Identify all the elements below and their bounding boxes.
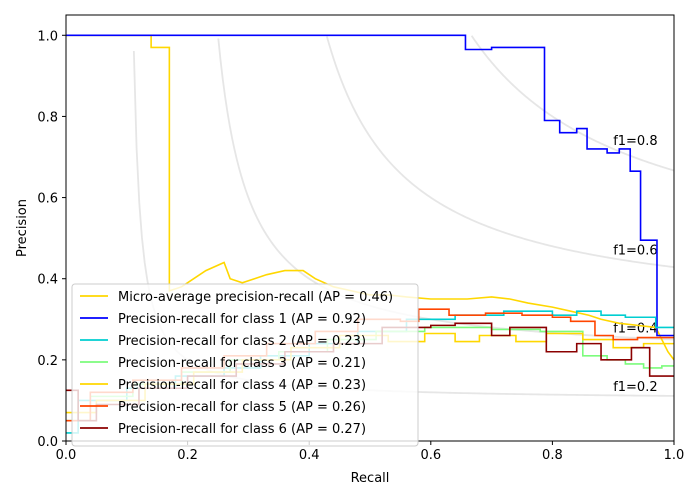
y-tick-label: 0.4 — [37, 273, 58, 288]
iso-f1-label: f1=0.4 — [613, 322, 657, 337]
legend: Micro-average precision-recall (AP = 0.4… — [71, 283, 419, 447]
x-tick-label: 0.8 — [542, 448, 563, 463]
x-tick-label: 0.2 — [177, 448, 198, 463]
legend-entry-label: Precision-recall for class 5 (AP = 0.26) — [118, 400, 366, 415]
x-tick-label: 1.0 — [664, 448, 685, 463]
y-tick-label: 0.6 — [37, 192, 58, 207]
x-tick-label: 0.0 — [56, 448, 77, 463]
x-tick-label: 0.4 — [299, 448, 320, 463]
iso-f1-label: f1=0.6 — [613, 243, 657, 258]
pr-series-line-1 — [66, 34, 674, 337]
iso-f1-label: f1=0.8 — [613, 134, 657, 149]
legend-entry-label: Precision-recall for class 6 (AP = 0.27) — [118, 422, 366, 437]
legend-entry-label: Precision-recall for class 3 (AP = 0.21) — [118, 356, 366, 371]
y-tick-label: 0.8 — [37, 110, 58, 125]
iso-f1-curve-0-8 — [470, 35, 674, 172]
legend-entry-label: Precision-recall for class 1 (AP = 0.92) — [118, 312, 366, 327]
x-tick-label: 0.6 — [420, 448, 441, 463]
y-axis-label: Precision — [15, 199, 30, 257]
x-axis-label: Recall — [351, 471, 390, 486]
legend-entry-label: Micro-average precision-recall (AP = 0.4… — [118, 290, 393, 305]
y-tick-label: 1.0 — [37, 29, 58, 44]
legend-entry-label: Precision-recall for class 2 (AP = 0.23) — [118, 334, 366, 349]
legend-entry-label: Precision-recall for class 4 (AP = 0.23) — [118, 378, 366, 393]
iso-f1-curve-0-6 — [326, 36, 674, 269]
y-tick-label: 0.0 — [37, 435, 58, 450]
y-tick-label: 0.2 — [37, 354, 58, 369]
legend-box — [71, 283, 419, 447]
iso-f1-label: f1=0.2 — [613, 380, 657, 395]
